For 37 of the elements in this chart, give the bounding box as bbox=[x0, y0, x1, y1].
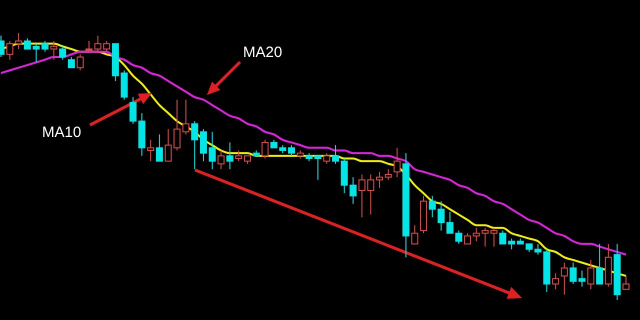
candlestick bbox=[570, 262, 577, 284]
candlestick bbox=[578, 270, 586, 288]
annotation: MA10 bbox=[42, 124, 82, 141]
candlestick bbox=[384, 168, 392, 180]
candlestick bbox=[191, 120, 198, 170]
candlestick bbox=[596, 243, 604, 284]
candlestick bbox=[464, 232, 472, 244]
candlestick bbox=[182, 99, 190, 135]
candlestick bbox=[262, 139, 269, 159]
candlestick bbox=[560, 262, 568, 296]
candlestick bbox=[218, 150, 225, 170]
candlestick bbox=[288, 144, 295, 156]
annotation: MA20 bbox=[243, 44, 282, 61]
candlestick bbox=[534, 243, 542, 256]
candlestick bbox=[622, 275, 630, 290]
candlestick bbox=[59, 46, 66, 60]
candlestick bbox=[332, 144, 340, 164]
candlestick bbox=[394, 147, 401, 178]
candlestick bbox=[376, 171, 384, 188]
candlestick bbox=[314, 155, 322, 180]
candlestick bbox=[411, 224, 418, 244]
candlestick bbox=[130, 96, 137, 124]
candlestick bbox=[200, 128, 207, 162]
candlestick bbox=[490, 227, 498, 248]
candlestick bbox=[42, 40, 49, 52]
candlestick bbox=[50, 40, 58, 60]
candlestick bbox=[156, 134, 163, 162]
candlestick bbox=[147, 139, 154, 162]
candlestick bbox=[68, 56, 75, 68]
candlestick bbox=[226, 142, 234, 170]
candlestick bbox=[86, 40, 93, 52]
candlestick bbox=[323, 152, 330, 164]
candlestick bbox=[208, 131, 216, 170]
candlestick bbox=[587, 259, 594, 290]
candlestick bbox=[76, 54, 84, 71]
candlestick bbox=[235, 150, 242, 162]
candlestick bbox=[552, 272, 560, 290]
